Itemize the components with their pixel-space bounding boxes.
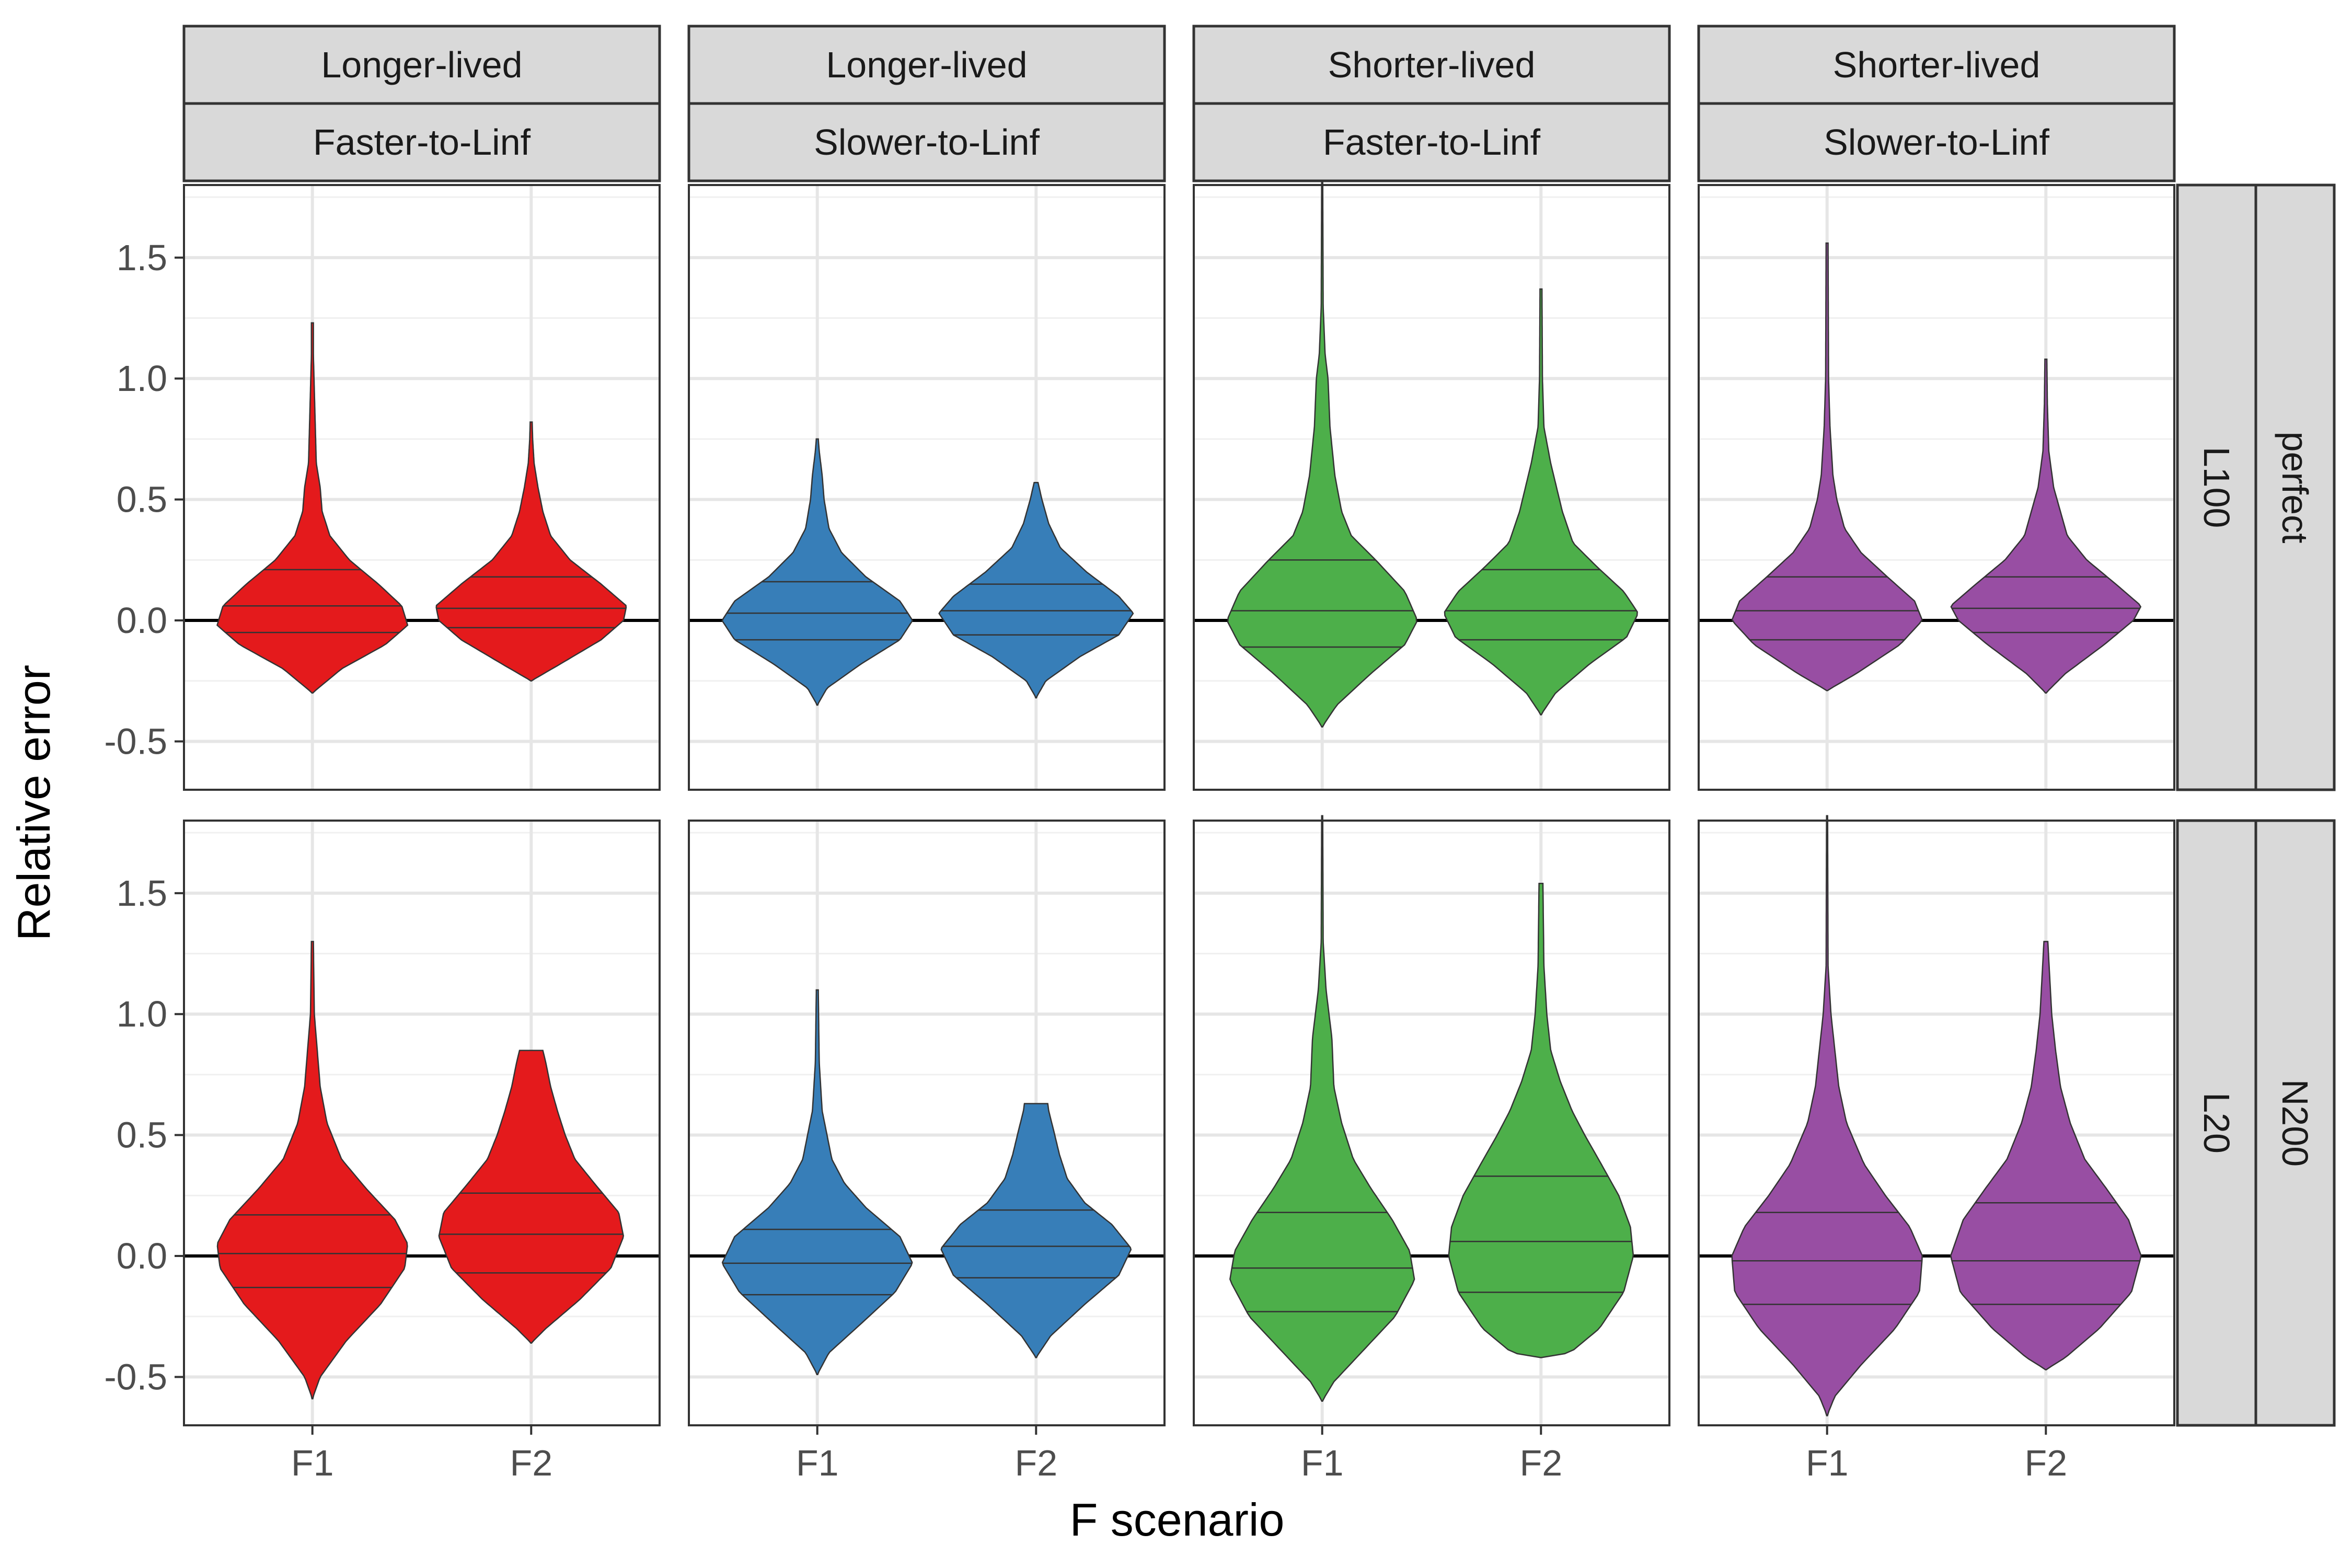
row-strip-outer-label: N200	[2275, 1079, 2315, 1167]
panel-r1-c2	[688, 184, 1166, 791]
column-strip-bottom-label: Slower-to-Linf	[1824, 122, 2049, 163]
panel-r1-c4	[1698, 184, 2175, 791]
row-strip-outer-label: perfect	[2275, 432, 2315, 544]
violin-f2	[1950, 358, 2142, 694]
panel-background	[1194, 821, 1669, 1425]
column-strip-bottom-label: Faster-to-Linf	[313, 122, 531, 163]
violin-f2	[938, 481, 1134, 699]
panel-border	[1193, 184, 1670, 791]
strips-layer: Longer-lived Faster-to-Linf Longer-lived Sl…	[182, 25, 2336, 1427]
y-tick-label: 0.5	[117, 479, 167, 520]
row-strip-background	[2254, 819, 2336, 1427]
x-tick-label: F1	[1806, 1443, 1849, 1483]
y-tick-label: 0.0	[117, 1236, 167, 1276]
violin-f1	[216, 322, 409, 694]
column-strip-top-label: Longer-lived	[826, 44, 1027, 85]
x-tick-label: F1	[291, 1443, 334, 1483]
violin-f2	[438, 1050, 624, 1344]
violin-f1	[721, 989, 913, 1376]
y-tick-label: 1.0	[117, 358, 167, 399]
x-tick-label: F1	[796, 1443, 839, 1483]
panel-background	[689, 185, 1165, 790]
panel-background	[184, 821, 660, 1425]
panel-border	[183, 820, 661, 1426]
x-tick-label: F2	[2024, 1443, 2067, 1483]
violin-f1	[721, 438, 913, 706]
row-strip-background	[2176, 183, 2257, 791]
panel-border	[688, 820, 1166, 1426]
column-strip-bottom-label: Slower-to-Linf	[814, 122, 1040, 163]
column-strip-background	[687, 102, 1166, 182]
column-strip-bottom-label: Faster-to-Linf	[1323, 122, 1541, 163]
panel-border	[183, 184, 661, 791]
row-strip-inner-label: L100	[2196, 447, 2237, 528]
violin-f1	[216, 941, 408, 1400]
panel-background	[184, 185, 660, 790]
y-tick-label: -0.5	[104, 721, 167, 762]
y-tick-label: 0.0	[117, 600, 167, 641]
panel-r1-c3	[1193, 179, 1670, 791]
column-strip-top-label: Longer-lived	[321, 44, 522, 85]
panel-background	[689, 821, 1165, 1425]
panel-border	[1698, 184, 2175, 791]
column-strip-background	[1192, 102, 1671, 182]
panel-r2-c1	[183, 820, 661, 1426]
column-strip-background	[1697, 102, 2176, 182]
y-axis-title: Relative error	[8, 665, 60, 941]
panel-border	[1698, 820, 2175, 1426]
violin-f1	[1229, 815, 1415, 1402]
panel-r2-c4	[1698, 815, 2175, 1426]
violin-f2	[940, 1103, 1132, 1358]
violin-f2	[435, 421, 627, 682]
y-tick-label: 1.5	[117, 873, 167, 914]
column-strip-background	[687, 25, 1166, 105]
panel-r1-c1	[183, 184, 661, 791]
x-tick-label: F2	[1014, 1443, 1057, 1483]
x-tick-label: F2	[1519, 1443, 1562, 1483]
panel-r2-c2	[688, 820, 1166, 1426]
x-axis-title: F scenario	[1070, 1494, 1285, 1546]
axes-layer: -0.5 0.0 0.5 1.0 1.5 -0.5 0.0 0.5 1.0 1.5 F1 F2 F1 F2…	[104, 237, 2067, 1483]
x-tick-label: F2	[510, 1443, 552, 1483]
violin-f2	[1444, 288, 1638, 716]
panels-layer	[183, 179, 2175, 1426]
y-tick-label: 1.5	[117, 237, 167, 278]
panel-background	[1194, 185, 1669, 790]
violin-f2	[1950, 941, 2142, 1370]
row-strip-background	[2254, 183, 2336, 791]
column-strip-background	[1192, 25, 1671, 105]
y-tick-label: 1.0	[117, 994, 167, 1034]
column-strip-top-label: Shorter-lived	[1328, 44, 1536, 85]
row-strip-inner-label: L20	[2196, 1092, 2237, 1154]
panel-border	[688, 184, 1166, 791]
row-strip-background	[2176, 819, 2257, 1427]
y-tick-label: 0.5	[117, 1115, 167, 1156]
column-strip-background	[182, 102, 661, 182]
x-tick-label: F1	[1301, 1443, 1344, 1483]
y-tick-label: -0.5	[104, 1356, 167, 1397]
violin-f1	[1731, 242, 1923, 691]
violin-f2	[1448, 883, 1634, 1358]
panel-border	[1193, 820, 1670, 1426]
column-strip-top-label: Shorter-lived	[1833, 44, 2040, 85]
panel-r2-c3	[1193, 815, 1670, 1426]
panel-background	[1699, 185, 2174, 790]
violin-f1	[1731, 815, 1923, 1416]
